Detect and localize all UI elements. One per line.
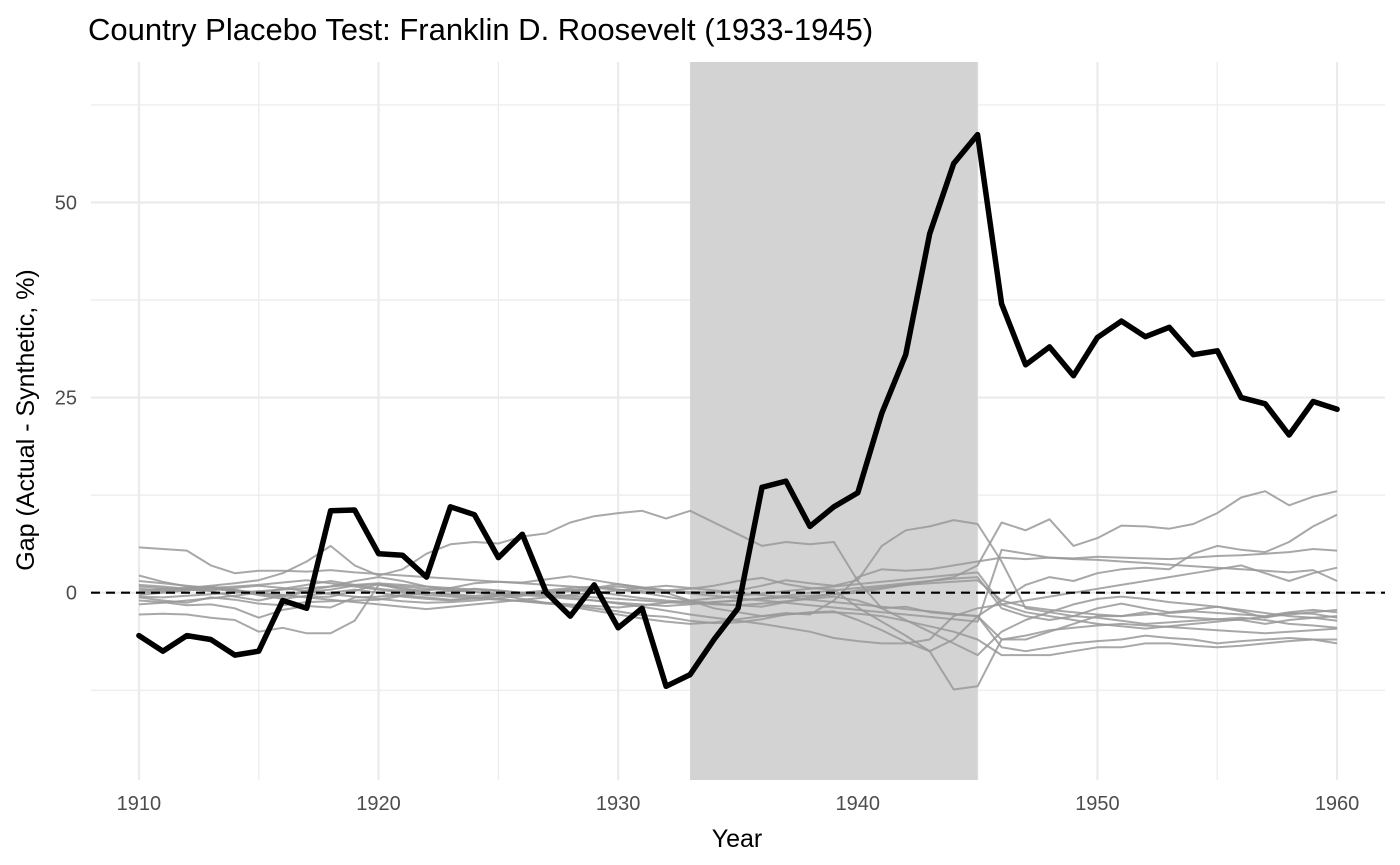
y-tick-label: 50 bbox=[55, 192, 77, 214]
x-axis-title: Year bbox=[712, 825, 763, 853]
x-tick-label: 1950 bbox=[1075, 793, 1120, 815]
x-tick-label: 1920 bbox=[356, 793, 401, 815]
shaded-term-period bbox=[690, 62, 978, 780]
placebo-line-1 bbox=[138, 509, 1338, 618]
x-tick-label: 1960 bbox=[1315, 793, 1360, 815]
placebo-line-6 bbox=[138, 564, 1338, 645]
chart-title: Country Placebo Test: Franklin D. Roosev… bbox=[88, 12, 873, 47]
treated-series bbox=[136, 131, 1340, 690]
x-tick-label: 1910 bbox=[117, 793, 162, 815]
x-tick-label: 1940 bbox=[836, 793, 881, 815]
y-axis-title: Gap (Actual - Synthetic, %) bbox=[12, 269, 40, 571]
x-tick-labels: 1910 1920 1930 1940 1950 1960 bbox=[117, 793, 1360, 815]
y-tick-labels: 0 25 50 bbox=[55, 192, 77, 604]
placebo-line-5 bbox=[138, 583, 1338, 653]
treated-line bbox=[136, 131, 1340, 690]
y-tick-label: 0 bbox=[66, 583, 77, 605]
y-tick-label: 25 bbox=[55, 388, 77, 410]
x-tick-label: 1930 bbox=[596, 793, 641, 815]
